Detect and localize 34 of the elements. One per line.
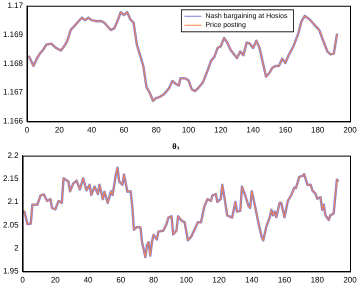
y-tick-label: 1.167: [2, 88, 24, 97]
x-tick-label: 0: [20, 275, 26, 284]
x-tick-label: 120: [212, 275, 226, 284]
x-tick-label: 160: [278, 275, 292, 284]
x-tick-label: 200: [343, 125, 358, 134]
x-tick-label: 120: [214, 125, 228, 134]
y-tick-label: 1.169: [2, 30, 24, 39]
y-tick-label: 1.95: [2, 266, 20, 276]
y-tick-label: 2.1: [7, 197, 20, 206]
x-tick-label: 180: [311, 125, 325, 134]
y-tick-label: 2.05: [2, 220, 20, 230]
x-tick-label: 140: [246, 125, 260, 134]
y-tick-label: 1.168: [2, 58, 24, 68]
x-tick-label: 140: [245, 275, 259, 284]
y-tick-label: 1.17: [7, 1, 24, 10]
x-tick-label: 20: [54, 125, 64, 134]
x-tick-label: 80: [152, 125, 162, 134]
x-tick-label: 40: [87, 125, 97, 134]
x-tick-label: 0: [24, 125, 30, 134]
x-tick-label: 160: [278, 125, 293, 134]
x-tick-label: 60: [119, 125, 129, 134]
x-tick-label: 80: [149, 275, 159, 284]
y-tick-label: 2.2: [7, 150, 20, 160]
x-tick-label: 180: [310, 275, 324, 284]
x-tick-label: 100: [182, 125, 196, 134]
y-tick-label: 2: [14, 243, 20, 252]
x-tick-label: 20: [50, 275, 60, 284]
x-tick-label: 100: [180, 275, 194, 284]
y-tick-label: 2.15: [2, 174, 20, 183]
chart-title: θ₁: [172, 142, 181, 152]
x-tick-label: 200: [343, 275, 358, 284]
x-tick-label: 40: [84, 275, 94, 284]
x-tick-label: 60: [116, 275, 126, 284]
y-tick-label: 1.166: [2, 116, 24, 126]
